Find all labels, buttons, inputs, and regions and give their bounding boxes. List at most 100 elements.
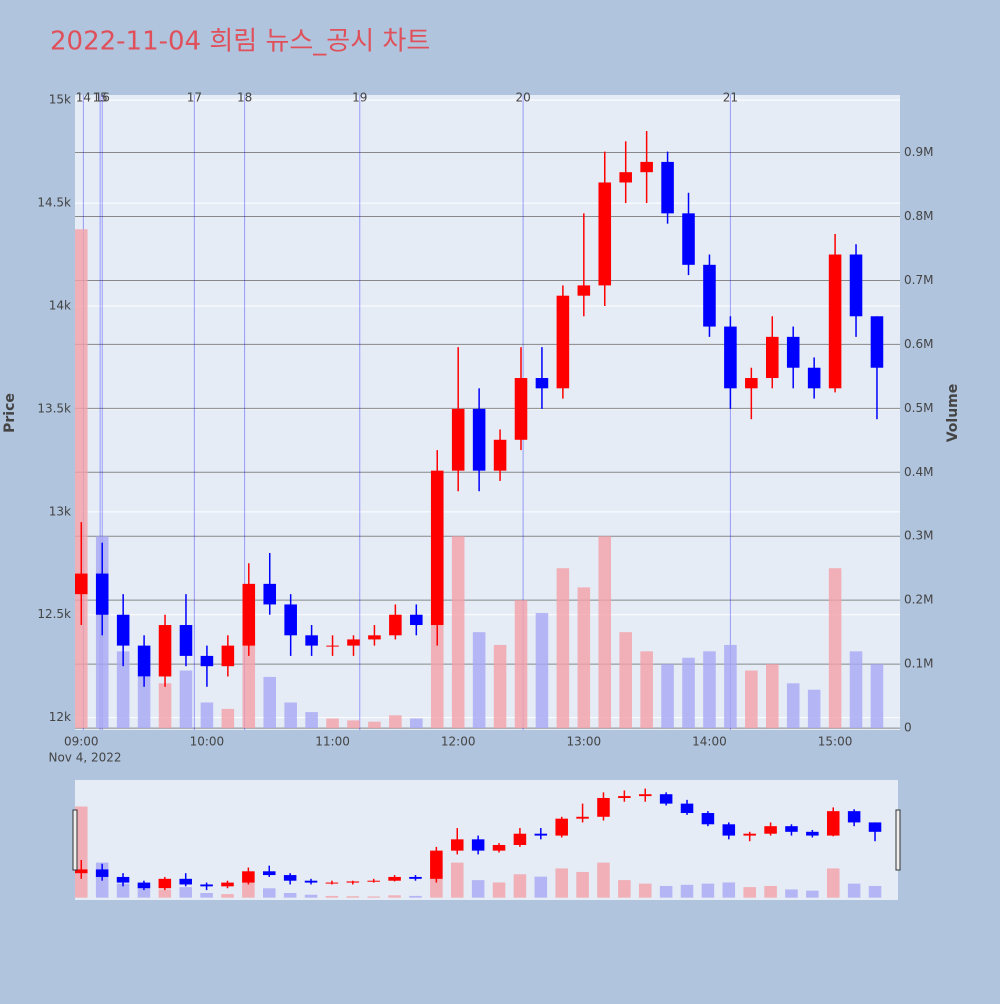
candle-body [703,264,716,327]
volume-bar [242,880,255,898]
volume-bar [409,895,422,898]
volume-bar [75,229,88,729]
candle-body [577,285,591,296]
candle-body [765,336,779,379]
y2-tick-label: 0 [904,721,912,735]
candle-body [638,794,652,797]
volume-bar [868,885,882,898]
y-tick-label: 12.5k [37,607,71,621]
range-handle [895,809,901,871]
volume-bar [200,892,213,898]
volume-bar [304,894,318,898]
x-tick-label: 14:00 [692,735,727,749]
news-label: 16 [95,91,110,105]
candle-body [661,161,674,214]
volume-bar [179,670,193,729]
candle-body [284,604,297,636]
candle-body [513,833,527,845]
volume-bar [410,718,423,729]
candle-body [682,213,695,265]
candle-body [868,822,882,832]
volume-bar [179,887,192,898]
plot-area [75,95,900,730]
range-handle [72,809,78,871]
volume-bar [785,889,798,898]
candle-body [305,635,318,646]
candle-body [870,316,884,368]
candle-body [722,824,736,836]
volume-bar [284,702,297,729]
candle-body [200,884,213,887]
candle-body [242,583,256,646]
candle-body [555,818,568,836]
volume-bar [325,895,339,898]
y-tick-label: 13.5k [37,401,71,415]
volume-bar [389,715,402,729]
candle-body [368,635,381,640]
candle-body [116,876,130,883]
candle-body [283,875,297,881]
volume-bar [638,883,652,898]
volume-bar [492,882,506,898]
candle-body [137,882,151,889]
candle-body [535,378,549,389]
candle-body [807,367,821,389]
date-label: Nov 4, 2022 [48,751,121,765]
candle-body [514,378,528,440]
candle-body [619,172,632,183]
volume-bar [450,862,464,898]
candle-body [95,573,109,615]
volume-bar [598,536,612,729]
candle-body [576,816,589,819]
news-label: 14 [76,91,91,105]
volume-bar [200,702,214,729]
volume-bar [514,600,528,729]
volume-bar [786,683,800,729]
candle-body [347,639,360,646]
y2-tick-label: 0.5M [904,401,933,415]
candle-body [263,583,277,605]
y-tick-label: 14.5k [37,196,71,210]
volume-bar [451,536,465,729]
candle-body [410,614,423,626]
candle-body [179,878,192,885]
x-tick-label: 11:00 [315,735,350,749]
volume-bar [137,676,151,729]
candle-body [745,378,758,389]
y2-tick-label: 0.3M [904,529,933,543]
volume-bar [619,632,632,729]
news-label: 21 [723,91,738,105]
candle-body [680,803,694,814]
volume-bar [493,644,507,729]
range-slider[interactable] [75,780,898,900]
volume-bar [680,884,694,898]
candle-body [849,254,863,317]
candle-body [826,811,840,836]
volume-bar [703,651,716,729]
candle-body [325,882,339,884]
candle-body [221,645,235,667]
volume-bar [724,644,737,729]
volume-bar [535,612,549,729]
volume-bar [849,651,863,729]
news-label: 19 [352,91,367,105]
y2-tick-label: 0.7M [904,273,933,287]
y2-tick-label: 0.9M [904,145,933,159]
volume-bar [388,895,401,898]
y2-tick-label: 0.8M [904,209,933,223]
candle-body [597,797,610,817]
volume-bar [659,885,673,898]
news-label: 20 [515,91,530,105]
y2-tick-label: 0.2M [904,593,933,607]
volume-bar [221,708,235,729]
volume-bar [221,894,234,898]
volume-bar [826,868,840,898]
candle-body [598,182,612,286]
candle-body [221,882,234,887]
volume-bar [847,883,861,898]
candle-body [492,844,506,851]
volume-bar [242,632,256,729]
candle-body [75,573,88,595]
candle-body [262,871,276,876]
